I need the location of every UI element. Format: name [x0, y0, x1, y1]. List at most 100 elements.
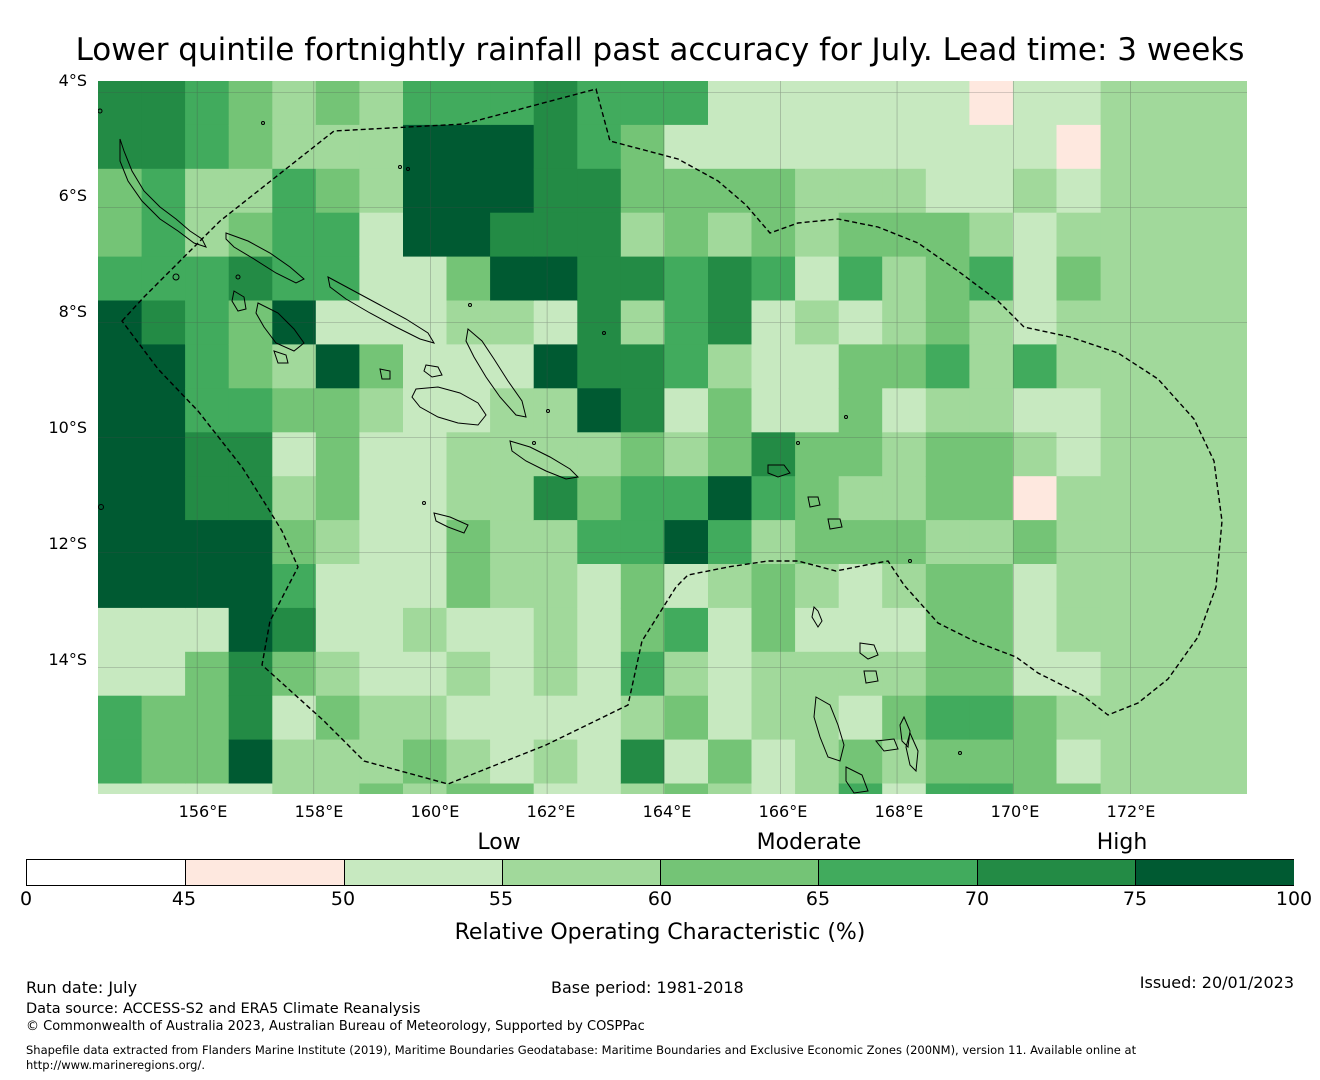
roc-grid-cell: [315, 783, 360, 794]
colorbar-tick: 70: [964, 888, 990, 910]
roc-grid-cell: [664, 739, 709, 784]
roc-grid-cell: [403, 607, 448, 653]
roc-grid-cell: [708, 651, 753, 697]
roc-grid-cell: [98, 344, 143, 389]
roc-grid-cell: [708, 607, 753, 653]
roc-grid-cell: [838, 344, 883, 389]
roc-grid-cell: [98, 81, 143, 126]
roc-grid-cell: [141, 344, 186, 389]
roc-grid-cell: [98, 607, 143, 653]
roc-grid-cell: [795, 168, 840, 214]
roc-grid-cell: [446, 476, 491, 521]
roc-grid-cell: [838, 607, 883, 653]
roc-grid-cell: [490, 476, 535, 521]
roc-grid-cell: [795, 564, 840, 609]
roc-grid-cell: [795, 81, 840, 126]
roc-grid-cell: [98, 212, 143, 258]
roc-grid-cell: [577, 520, 622, 565]
roc-grid-cell: [969, 168, 1014, 214]
roc-grid-cell: [925, 124, 970, 170]
roc-grid-cell: [664, 432, 709, 477]
colorbar-segment: [818, 860, 978, 885]
roc-grid-cell: [446, 564, 491, 609]
colorbar-segment: [976, 860, 1136, 885]
roc-grid-cell: [925, 783, 970, 794]
roc-grid-cell: [708, 432, 753, 477]
roc-grid-cell: [315, 168, 360, 214]
roc-grid-cell: [838, 388, 883, 433]
roc-grid-cell: [620, 476, 665, 521]
roc-grid-cell: [98, 476, 143, 521]
roc-grid-cell: [533, 124, 578, 170]
roc-grid-cell: [795, 607, 840, 653]
roc-grid-cell: [1012, 300, 1057, 345]
roc-grid-cell: [490, 256, 535, 301]
roc-grid-cell: [272, 739, 317, 784]
lon-tick-label: 166°E: [758, 802, 808, 821]
roc-grid-cell: [185, 212, 230, 258]
roc-grid-cell: [577, 212, 622, 258]
rainfall-accuracy-map[interactable]: [98, 81, 1247, 794]
roc-grid-cell: [1056, 739, 1101, 784]
roc-grid-cell: [272, 81, 317, 126]
roc-grid-cell: [751, 520, 796, 565]
roc-grid-cell: [620, 432, 665, 477]
roc-grid-cell: [969, 520, 1014, 565]
colorbar-segment: [185, 860, 345, 885]
roc-grid-cell: [1056, 212, 1101, 258]
roc-grid-cells: [98, 81, 1101, 794]
roc-grid-cell: [1056, 607, 1101, 653]
roc-grid-cell: [228, 388, 273, 433]
roc-grid-cell: [533, 388, 578, 433]
roc-grid-cell: [1056, 783, 1101, 794]
roc-grid-cell: [882, 388, 927, 433]
roc-grid-cell: [359, 432, 404, 477]
colorbar-tick: 50: [330, 888, 356, 910]
roc-grid-cell: [969, 300, 1014, 345]
roc-grid-cell: [577, 81, 622, 126]
roc-grid-cell: [838, 81, 883, 126]
roc-grid-cell: [359, 344, 404, 389]
roc-grid-cell: [664, 168, 709, 214]
banks-islands: [859, 642, 879, 660]
roc-grid-cell: [228, 695, 273, 741]
roc-grid-cell: [795, 124, 840, 170]
roc-grid-cell: [228, 520, 273, 565]
colorbar: [26, 859, 1294, 886]
choiseul-island: [225, 232, 305, 284]
roc-grid-cell: [751, 168, 796, 214]
aoba-island: [875, 738, 899, 752]
roc-grid-cell: [315, 256, 360, 301]
roc-grid-cell: [795, 432, 840, 477]
roc-grid-cell: [533, 476, 578, 521]
base-period: Base period: 1981-2018: [551, 978, 744, 997]
colorbar-segment: [343, 860, 503, 885]
roc-grid-cell: [446, 695, 491, 741]
roc-grid-cell: [795, 256, 840, 301]
lat-tick-label: 8°S: [58, 302, 87, 321]
roc-grid-cell: [446, 168, 491, 214]
roc-grid-cell: [838, 520, 883, 565]
roc-grid-cell: [577, 564, 622, 609]
roc-grid-cell: [620, 783, 665, 794]
roc-grid-cell: [969, 476, 1014, 521]
roc-grid-cell: [185, 695, 230, 741]
roc-grid-cell: [751, 256, 796, 301]
roc-grid-cell: [533, 783, 578, 794]
roc-grid-cell: [969, 651, 1014, 697]
roc-grid-cell: [751, 607, 796, 653]
roc-grid-cell: [490, 607, 535, 653]
roc-grid-cell: [359, 168, 404, 214]
roc-grid-cell: [315, 564, 360, 609]
roc-grid-cell: [272, 388, 317, 433]
lon-tick-label: 162°E: [526, 802, 576, 821]
roc-grid-cell: [185, 432, 230, 477]
roc-grid-cell: [403, 124, 448, 170]
roc-grid-cell: [969, 388, 1014, 433]
roc-grid-cell: [272, 256, 317, 301]
roc-grid-cell: [664, 695, 709, 741]
roc-grid-cell: [664, 520, 709, 565]
roc-grid-cell: [882, 476, 927, 521]
roc-grid-cell: [664, 564, 709, 609]
roc-grid-cell: [620, 564, 665, 609]
